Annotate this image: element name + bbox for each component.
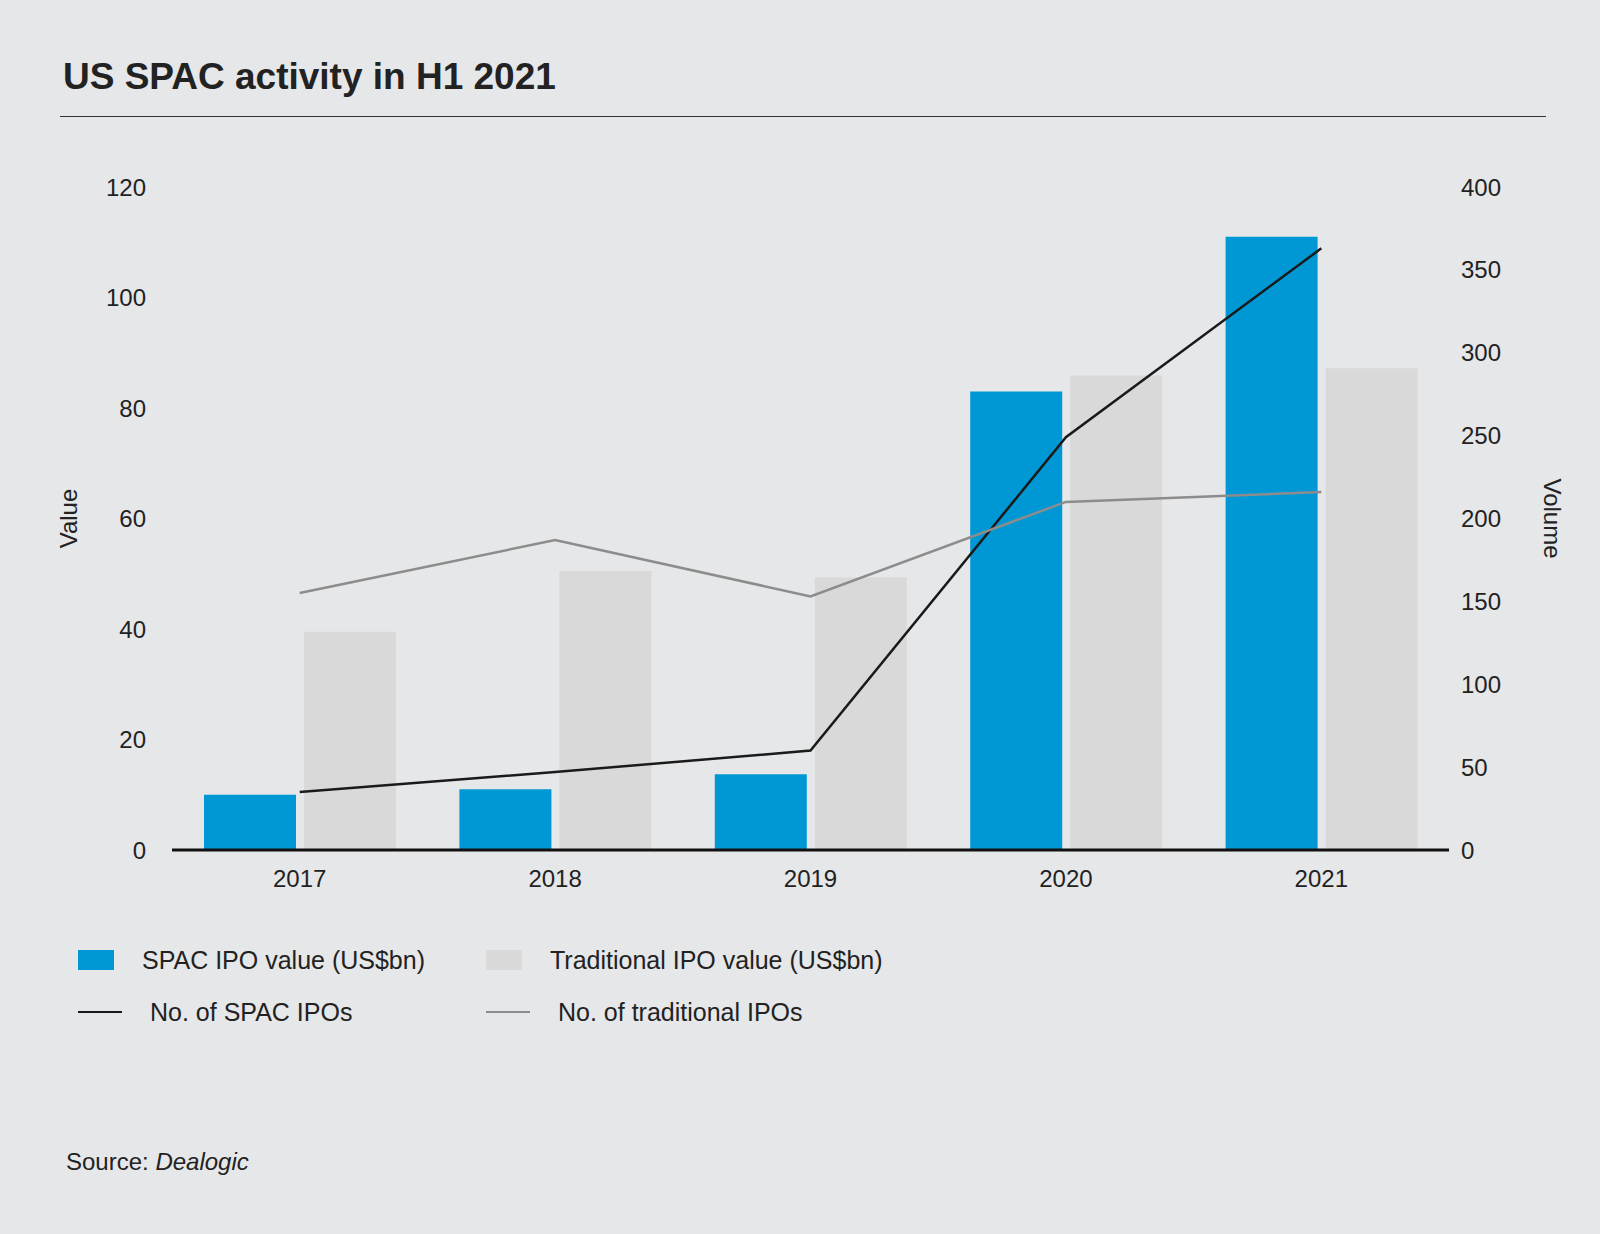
svg-text:200: 200 bbox=[1461, 505, 1501, 532]
html-text:No. of SPAC IPOs: No. of SPAC IPOs bbox=[150, 997, 353, 1026]
svg-text:120: 120 bbox=[106, 174, 146, 201]
svg-text:300: 300 bbox=[1461, 339, 1501, 366]
html-text:Traditional IPO value (US$bn): Traditional IPO value (US$bn) bbox=[550, 945, 883, 974]
html-text:Source: Dealogic: Source: Dealogic bbox=[66, 1148, 249, 1175]
svg-text:Volume: Volume bbox=[1539, 478, 1566, 558]
svg-text:0: 0 bbox=[1461, 837, 1474, 864]
html-text:No. of traditional IPOs: No. of traditional IPOs bbox=[558, 997, 803, 1026]
svg-text:250: 250 bbox=[1461, 422, 1501, 449]
svg-text:2020: 2020 bbox=[1039, 865, 1092, 892]
svg-text:2019: 2019 bbox=[784, 865, 837, 892]
svg-text:80: 80 bbox=[119, 395, 146, 422]
svg-text:350: 350 bbox=[1461, 256, 1501, 283]
svg-text:2021: 2021 bbox=[1295, 865, 1348, 892]
svg-text:400: 400 bbox=[1461, 174, 1501, 201]
html-text:SPAC IPO value (US$bn): SPAC IPO value (US$bn) bbox=[142, 945, 425, 974]
svg-text:50: 50 bbox=[1461, 754, 1488, 781]
html-text:US SPAC activity in H1 2021: US SPAC activity in H1 2021 bbox=[63, 56, 556, 97]
svg-text:40: 40 bbox=[119, 616, 146, 643]
svg-text:20: 20 bbox=[119, 726, 146, 753]
svg-text:2017: 2017 bbox=[273, 865, 326, 892]
svg-text:150: 150 bbox=[1461, 588, 1501, 615]
svg-text:Value: Value bbox=[55, 489, 82, 549]
svg-text:0: 0 bbox=[133, 837, 146, 864]
svg-text:2018: 2018 bbox=[528, 865, 581, 892]
svg-text:60: 60 bbox=[119, 505, 146, 532]
svg-text:100: 100 bbox=[1461, 671, 1501, 698]
svg-text:100: 100 bbox=[106, 284, 146, 311]
